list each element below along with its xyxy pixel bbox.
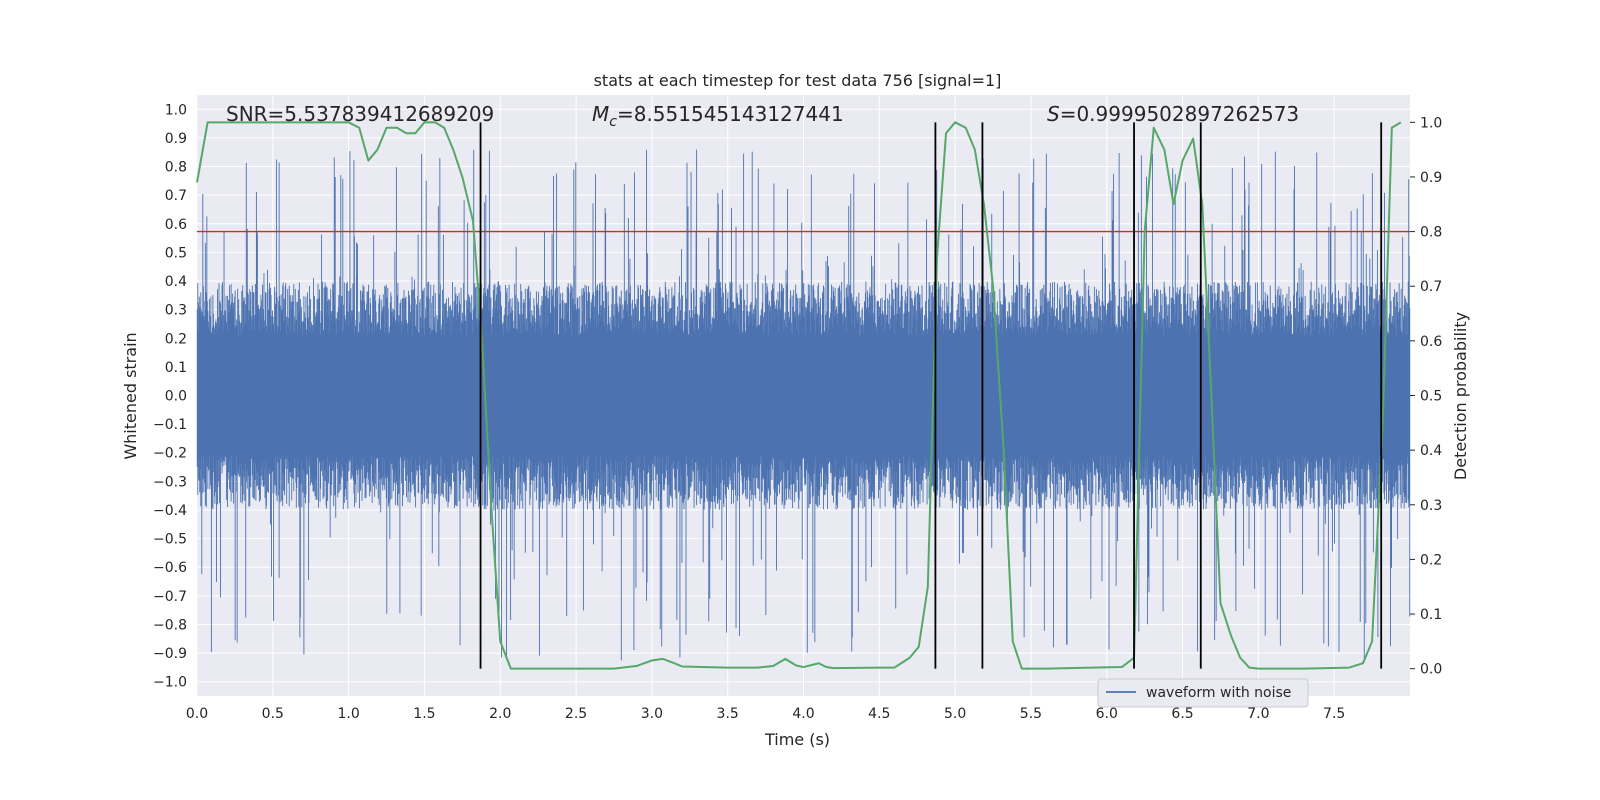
x-tick-label: 6.5 bbox=[1171, 706, 1193, 722]
y-left-tick-label: −0.5 bbox=[153, 532, 187, 548]
legend-label: waveform with noise bbox=[1146, 685, 1291, 701]
detection-probability-series bbox=[196, 121, 1402, 670]
y-right-tick-label: 0.3 bbox=[1420, 498, 1442, 514]
x-tick-label: 1.5 bbox=[413, 706, 435, 722]
snr-annotation: SNR=5.537839412689209 bbox=[226, 102, 494, 126]
y-right-tick-label: 1.0 bbox=[1420, 115, 1442, 131]
y-left-tick-label: 0.6 bbox=[165, 217, 187, 233]
y-left-tick-label: −0.1 bbox=[153, 417, 187, 433]
y-left-tick-label: 0.0 bbox=[165, 389, 187, 405]
chart-title: stats at each timestep for test data 756… bbox=[594, 71, 1002, 90]
x-tick-label: 5.5 bbox=[1020, 706, 1042, 722]
x-tick-label: 3.5 bbox=[717, 706, 739, 722]
y-left-tick-label: 0.3 bbox=[165, 303, 187, 319]
y-left-tick-label: 0.5 bbox=[165, 245, 187, 261]
y-left-tick-label: −0.4 bbox=[153, 503, 187, 519]
y-right-tick-label: 0.2 bbox=[1420, 552, 1442, 568]
chirp-mass-annotation: Mc=8.551545143127441 bbox=[592, 102, 844, 130]
y-right-tick-label: 0.4 bbox=[1420, 443, 1442, 459]
waveform-series bbox=[196, 149, 1411, 661]
y-left-tick-label: 0.4 bbox=[165, 274, 187, 290]
x-tick-label: 7.0 bbox=[1247, 706, 1269, 722]
x-tick-label: 0.5 bbox=[262, 706, 284, 722]
x-tick-label: 1.0 bbox=[337, 706, 359, 722]
y-left-tick-label: −0.2 bbox=[153, 446, 187, 462]
vertical-markers bbox=[479, 122, 1383, 669]
x-tick-label: 5.0 bbox=[944, 706, 966, 722]
chirp-mass-symbol: M bbox=[592, 102, 609, 126]
y-right-tick-label: 0.6 bbox=[1420, 334, 1442, 350]
s-annotation: S=0.9999502897262573 bbox=[1047, 102, 1299, 126]
x-tick-label: 7.5 bbox=[1323, 706, 1345, 722]
y-left-tick-label: −1.0 bbox=[153, 675, 187, 691]
chirp-mass-value: =8.551545143127441 bbox=[617, 102, 844, 126]
y-left-tick-label: −0.3 bbox=[153, 474, 187, 490]
y-right-tick-label: 0.0 bbox=[1420, 662, 1442, 678]
x-tick-label: 2.5 bbox=[565, 706, 587, 722]
x-tick-label: 0.0 bbox=[186, 706, 208, 722]
probability-line bbox=[196, 121, 1402, 670]
x-tick-label: 3.0 bbox=[641, 706, 663, 722]
y-left-tick-label: −0.7 bbox=[153, 589, 187, 605]
y-left-tick-label: −0.8 bbox=[153, 617, 187, 633]
y-right-tick-label: 0.5 bbox=[1420, 389, 1442, 405]
y-right-tick-label: 0.9 bbox=[1420, 170, 1442, 186]
y-left-tick-label: 0.9 bbox=[165, 131, 187, 147]
y-right-tick-label: 0.8 bbox=[1420, 225, 1442, 241]
y-axis-label-left: Whitened strain bbox=[121, 332, 140, 459]
y-left-tick-label: −0.9 bbox=[153, 646, 187, 662]
y-left-tick-label: −0.6 bbox=[153, 560, 187, 576]
x-tick-label: 4.0 bbox=[792, 706, 814, 722]
x-tick-label: 2.0 bbox=[489, 706, 511, 722]
s-value: =0.9999502897262573 bbox=[1060, 102, 1299, 126]
x-tick-label: 4.5 bbox=[868, 706, 890, 722]
legend-box bbox=[1097, 678, 1309, 708]
y-left-tick-label: 1.0 bbox=[165, 102, 187, 118]
chirp-mass-subscript: c bbox=[609, 114, 617, 130]
axis-ticks: 0.0 0.5 1.0 1.5 2.0 2.5 3.0 3.5 4.0 4.5 5.0 5.5 6.0 6… bbox=[153, 102, 1442, 722]
x-axis-label: Time (s) bbox=[764, 730, 830, 749]
y-left-tick-label: 0.8 bbox=[165, 160, 187, 176]
y-left-tick-label: 0.1 bbox=[165, 360, 187, 376]
y-left-tick-label: 0.2 bbox=[165, 331, 187, 347]
y-right-tick-label: 0.1 bbox=[1420, 607, 1442, 623]
y-axis-label-right: Detection probability bbox=[1451, 312, 1470, 480]
y-right-tick-label: 0.7 bbox=[1420, 279, 1442, 295]
s-symbol: S bbox=[1047, 102, 1060, 126]
x-tick-label: 6.0 bbox=[1096, 706, 1118, 722]
legend: waveform with noise bbox=[1097, 678, 1309, 708]
y-left-tick-label: 0.7 bbox=[165, 188, 187, 204]
